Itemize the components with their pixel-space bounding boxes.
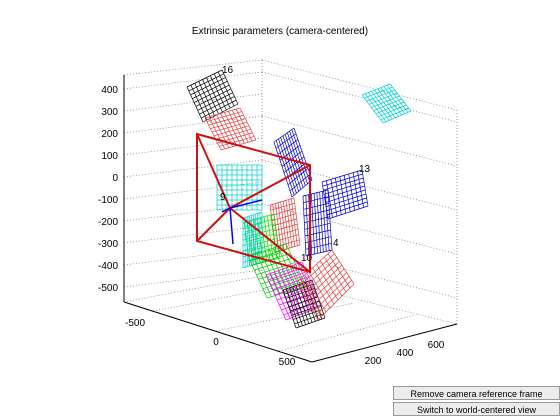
axis-grid bbox=[123, 59, 458, 363]
board-label-4: 4 bbox=[333, 238, 339, 249]
camera-axes bbox=[221, 199, 263, 245]
y-tick-200: 200 bbox=[365, 356, 382, 367]
axis-lines bbox=[123, 75, 458, 363]
x-axis-ticks: -500 0 500 bbox=[125, 318, 296, 368]
figure-title: Extrinsic parameters (camera-centered) bbox=[191, 26, 369, 37]
z-tick-400: 400 bbox=[101, 85, 118, 96]
calibration-board bbox=[282, 279, 326, 329]
z-axis-ticks: 400 300 200 100 0 -100 -200 -300 -400 -5… bbox=[98, 85, 118, 294]
calibration-board bbox=[321, 169, 369, 220]
board-label-10: 10 bbox=[301, 253, 313, 264]
switch-view-button[interactable]: Switch to world-centered view bbox=[393, 402, 560, 416]
remove-camera-frame-button[interactable]: Remove camera reference frame bbox=[393, 386, 560, 400]
x-tick-neg500: -500 bbox=[125, 318, 145, 329]
z-tick-200: 200 bbox=[101, 129, 118, 140]
y-axis-ticks: 200 400 600 bbox=[365, 340, 445, 367]
calibration-board bbox=[242, 211, 263, 269]
z-tick-0: 0 bbox=[112, 173, 118, 184]
calibration-board bbox=[302, 189, 333, 257]
z-tick-neg500: -500 bbox=[98, 283, 118, 294]
z-tick-neg200: -200 bbox=[98, 217, 118, 228]
y-tick-400: 400 bbox=[397, 348, 414, 359]
calibration-board bbox=[361, 83, 412, 124]
board-labels: 16 13 4 9 10 bbox=[220, 65, 371, 264]
z-tick-neg100: -100 bbox=[98, 195, 118, 206]
x-tick-0: 0 bbox=[213, 337, 219, 348]
calibration-board bbox=[273, 127, 313, 198]
z-tick-neg300: -300 bbox=[98, 239, 118, 250]
board-label-16: 16 bbox=[222, 65, 234, 76]
z-tick-100: 100 bbox=[101, 151, 118, 162]
camera-frustum bbox=[196, 132, 311, 274]
z-tick-neg400: -400 bbox=[98, 261, 118, 272]
board-label-9: 9 bbox=[220, 192, 226, 203]
y-tick-600: 600 bbox=[428, 340, 445, 351]
board-label-13: 13 bbox=[359, 164, 371, 175]
z-tick-300: 300 bbox=[101, 107, 118, 118]
calibration-board bbox=[296, 249, 355, 321]
x-tick-500: 500 bbox=[279, 357, 296, 368]
calibration-board bbox=[186, 69, 239, 123]
